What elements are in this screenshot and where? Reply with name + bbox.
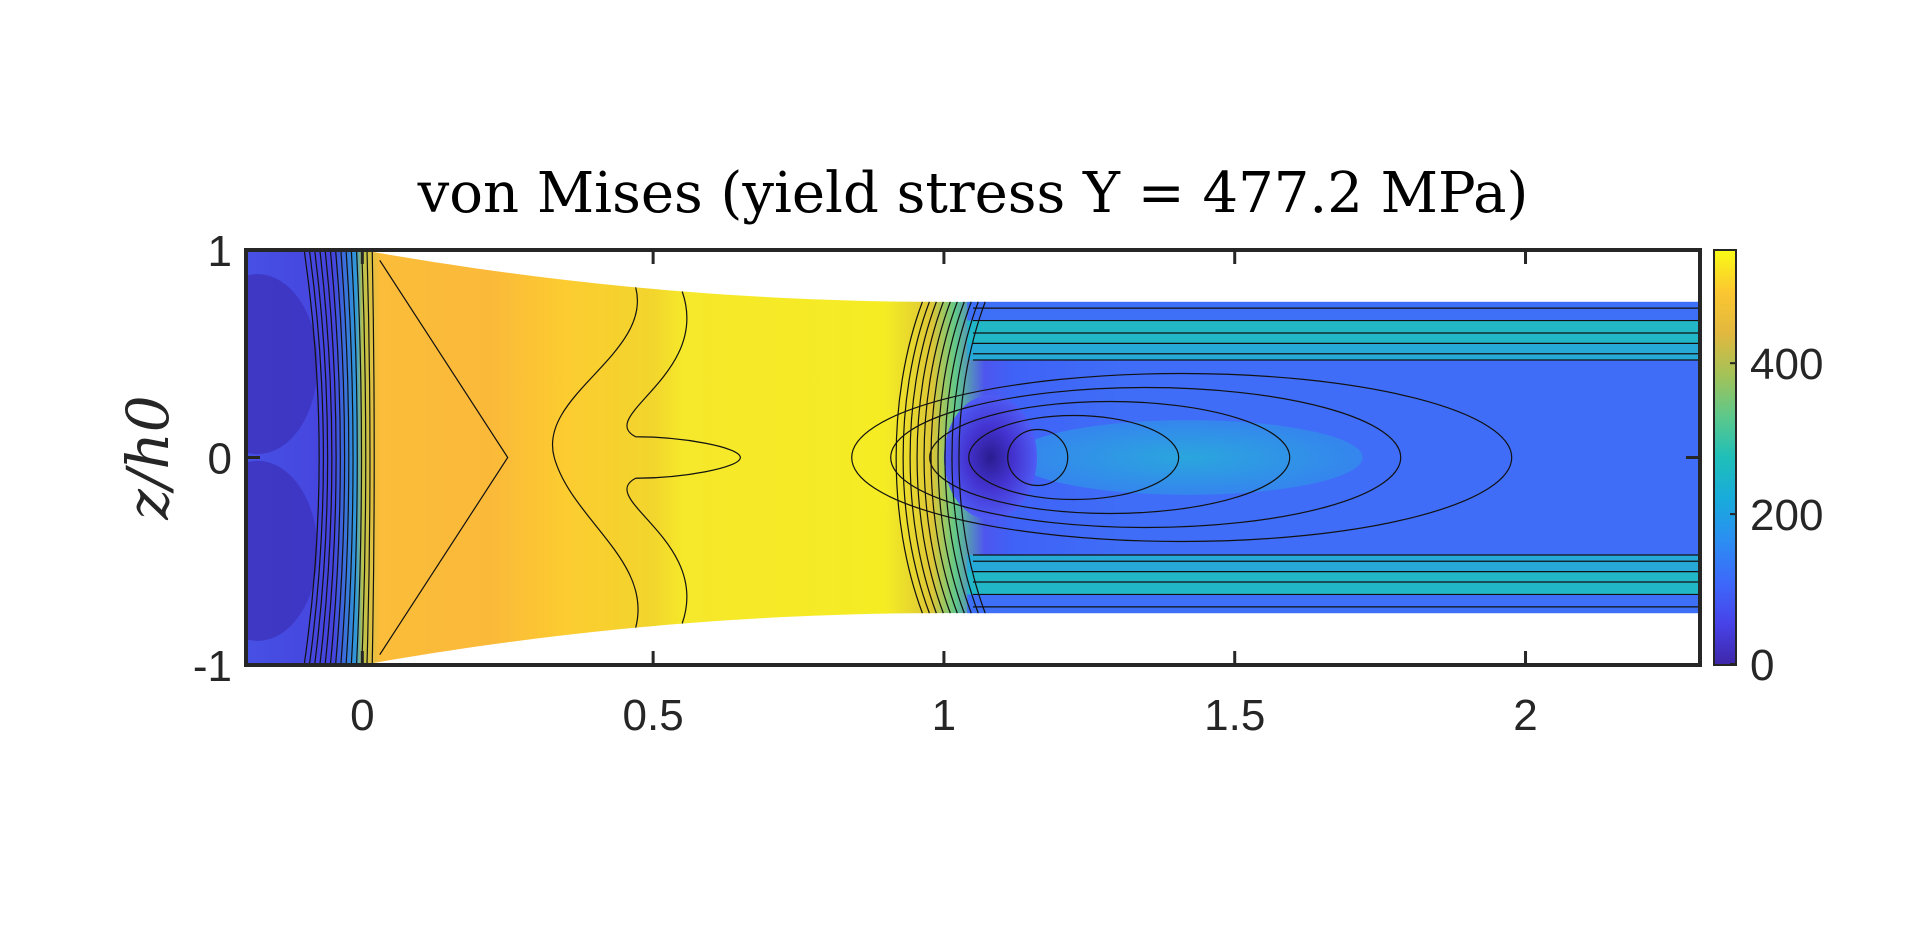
- y-tick-label-2: -1: [193, 642, 232, 691]
- contour-inlet-4: [324, 250, 337, 665]
- contour-inlet-0: [303, 250, 320, 665]
- contour-inlet-9: [350, 250, 358, 665]
- plot-area: [246, 250, 1700, 665]
- contour-exit-7: [944, 301, 972, 614]
- contour-inlet-10: [355, 250, 363, 665]
- contour-exit-4: [923, 301, 951, 614]
- contour-inlet-11: [361, 250, 367, 665]
- colorbar-scale: [1713, 249, 1737, 666]
- contour-core-1: [968, 414, 1180, 501]
- y-axis-label: z/h0: [114, 395, 182, 520]
- contour-exit-2: [909, 301, 937, 614]
- contour-inlet-8: [345, 250, 354, 665]
- contour-core-3: [890, 386, 1402, 529]
- exit-band-4: [967, 571, 1700, 595]
- exit-band-3: [967, 555, 1700, 572]
- contour-exit-3: [916, 301, 944, 614]
- x-tick-label-3: 1.5: [1204, 691, 1265, 740]
- contour-yield: [626, 291, 741, 624]
- contour-core-0: [1007, 428, 1069, 487]
- x-tick-label-4: 2: [1513, 691, 1537, 740]
- contour-high-1: [379, 260, 509, 655]
- exit-band-0: [967, 301, 1700, 321]
- x-axis-ticks: 0 0.5 1 1.5 2: [350, 250, 1538, 740]
- contour-inlet-12: [366, 250, 371, 665]
- contour-inlet-5: [329, 250, 341, 665]
- contour-exit-5: [930, 301, 958, 614]
- inlet-low-bottom: [246, 460, 318, 641]
- x-tick-label-2: 1: [932, 691, 956, 740]
- contour-inlet-2: [314, 250, 329, 665]
- exit-band-1: [967, 320, 1700, 344]
- colorbar-tick-label-0: 400: [1750, 340, 1823, 389]
- contour-exit-1: [902, 301, 930, 614]
- contour-inlet-7: [340, 250, 350, 665]
- colorbar-tick-label-2: 0: [1750, 641, 1774, 690]
- contour-inlet-6: [334, 250, 346, 665]
- contour-exit-6: [937, 301, 965, 614]
- contour-core-2: [929, 400, 1291, 515]
- chart-title: von Mises (yield stress Y = 477.2 MPa): [417, 161, 1529, 226]
- colorbar-tick-label-1: 200: [1750, 491, 1823, 540]
- inlet-low-top: [246, 274, 318, 455]
- x-tick-label-1: 0.5: [623, 691, 684, 740]
- minimum-region: [943, 395, 1037, 520]
- core-region: [1013, 420, 1363, 495]
- contour-exit-8: [951, 301, 979, 614]
- y-tick-label-0: 1: [208, 227, 232, 276]
- contour-inlet-3: [319, 250, 333, 665]
- exit-band-2: [967, 343, 1700, 360]
- contour-inlet-1: [308, 250, 324, 665]
- colorbar: 400 200 0: [1713, 249, 1823, 690]
- y-tick-label-1: 0: [208, 435, 232, 484]
- contour-high-2: [551, 287, 639, 628]
- x-tick-label-0: 0: [350, 691, 374, 740]
- y-axis-ticks: 1 0 -1: [193, 227, 1700, 691]
- contour-exit-9: [958, 301, 986, 614]
- exit-band-5: [967, 594, 1700, 614]
- contour-core-4: [851, 372, 1513, 543]
- contour-inlet-13: [371, 250, 375, 665]
- contour-exit-0: [895, 301, 923, 614]
